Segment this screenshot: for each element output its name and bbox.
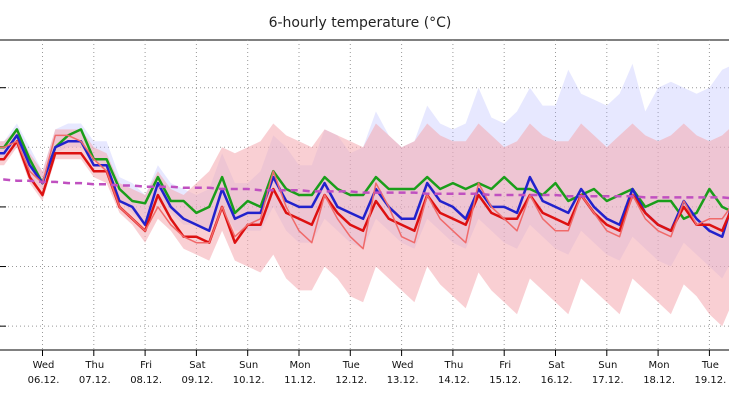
x-tick-label-date: 08.12. (130, 375, 162, 386)
x-tick-label-weekday: Tue (701, 360, 719, 371)
x-axis: Wed 06.12. Thu 07.12. Fri 08.12. Sat 09.12. Sun 1… (28, 350, 726, 386)
x-tick-label-weekday: Tue (342, 360, 360, 371)
x-tick-label-weekday: Mon (649, 360, 670, 371)
x-tick-label-date: 12.12. (335, 375, 367, 386)
x-tick-label-weekday: Wed (33, 360, 55, 371)
x-tick-label-date: 06.12. (28, 375, 60, 386)
series-line (0, 178, 729, 200)
x-tick-label-date: 16.12. (541, 375, 573, 386)
x-tick-label-weekday: Fri (499, 360, 511, 371)
x-tick-label-date: 17.12. (592, 375, 624, 386)
x-tick-label-weekday: Fri (140, 360, 152, 371)
x-tick-label-date: 14.12. (438, 375, 470, 386)
series-line (0, 134, 729, 250)
x-tick-label-weekday: Mon (289, 360, 310, 371)
series-lines (0, 128, 729, 250)
x-tick-label-weekday: Thu (444, 360, 464, 371)
x-tick-label-date: 15.12. (489, 375, 521, 386)
x-tick-label-date: 19.12. (694, 375, 726, 386)
x-tick-label-date: 10.12. (233, 375, 265, 386)
x-tick-label-date: 11.12. (284, 375, 316, 386)
chart-title: 6-hourly temperature (°C) (269, 15, 452, 31)
x-tick-label-weekday: Sun (598, 360, 617, 371)
x-tick-label-date: 13.12. (387, 375, 419, 386)
x-tick-label-date: 07.12. (79, 375, 111, 386)
x-tick-label-weekday: Wed (392, 360, 414, 371)
x-tick-label-date: 18.12. (643, 375, 675, 386)
x-tick-label-date: 09.12. (181, 375, 213, 386)
x-tick-label-weekday: Sun (239, 360, 258, 371)
x-tick-label-weekday: Thu (84, 360, 104, 371)
x-tick-label-weekday: Sat (548, 360, 564, 371)
x-tick-label-weekday: Sat (189, 360, 205, 371)
